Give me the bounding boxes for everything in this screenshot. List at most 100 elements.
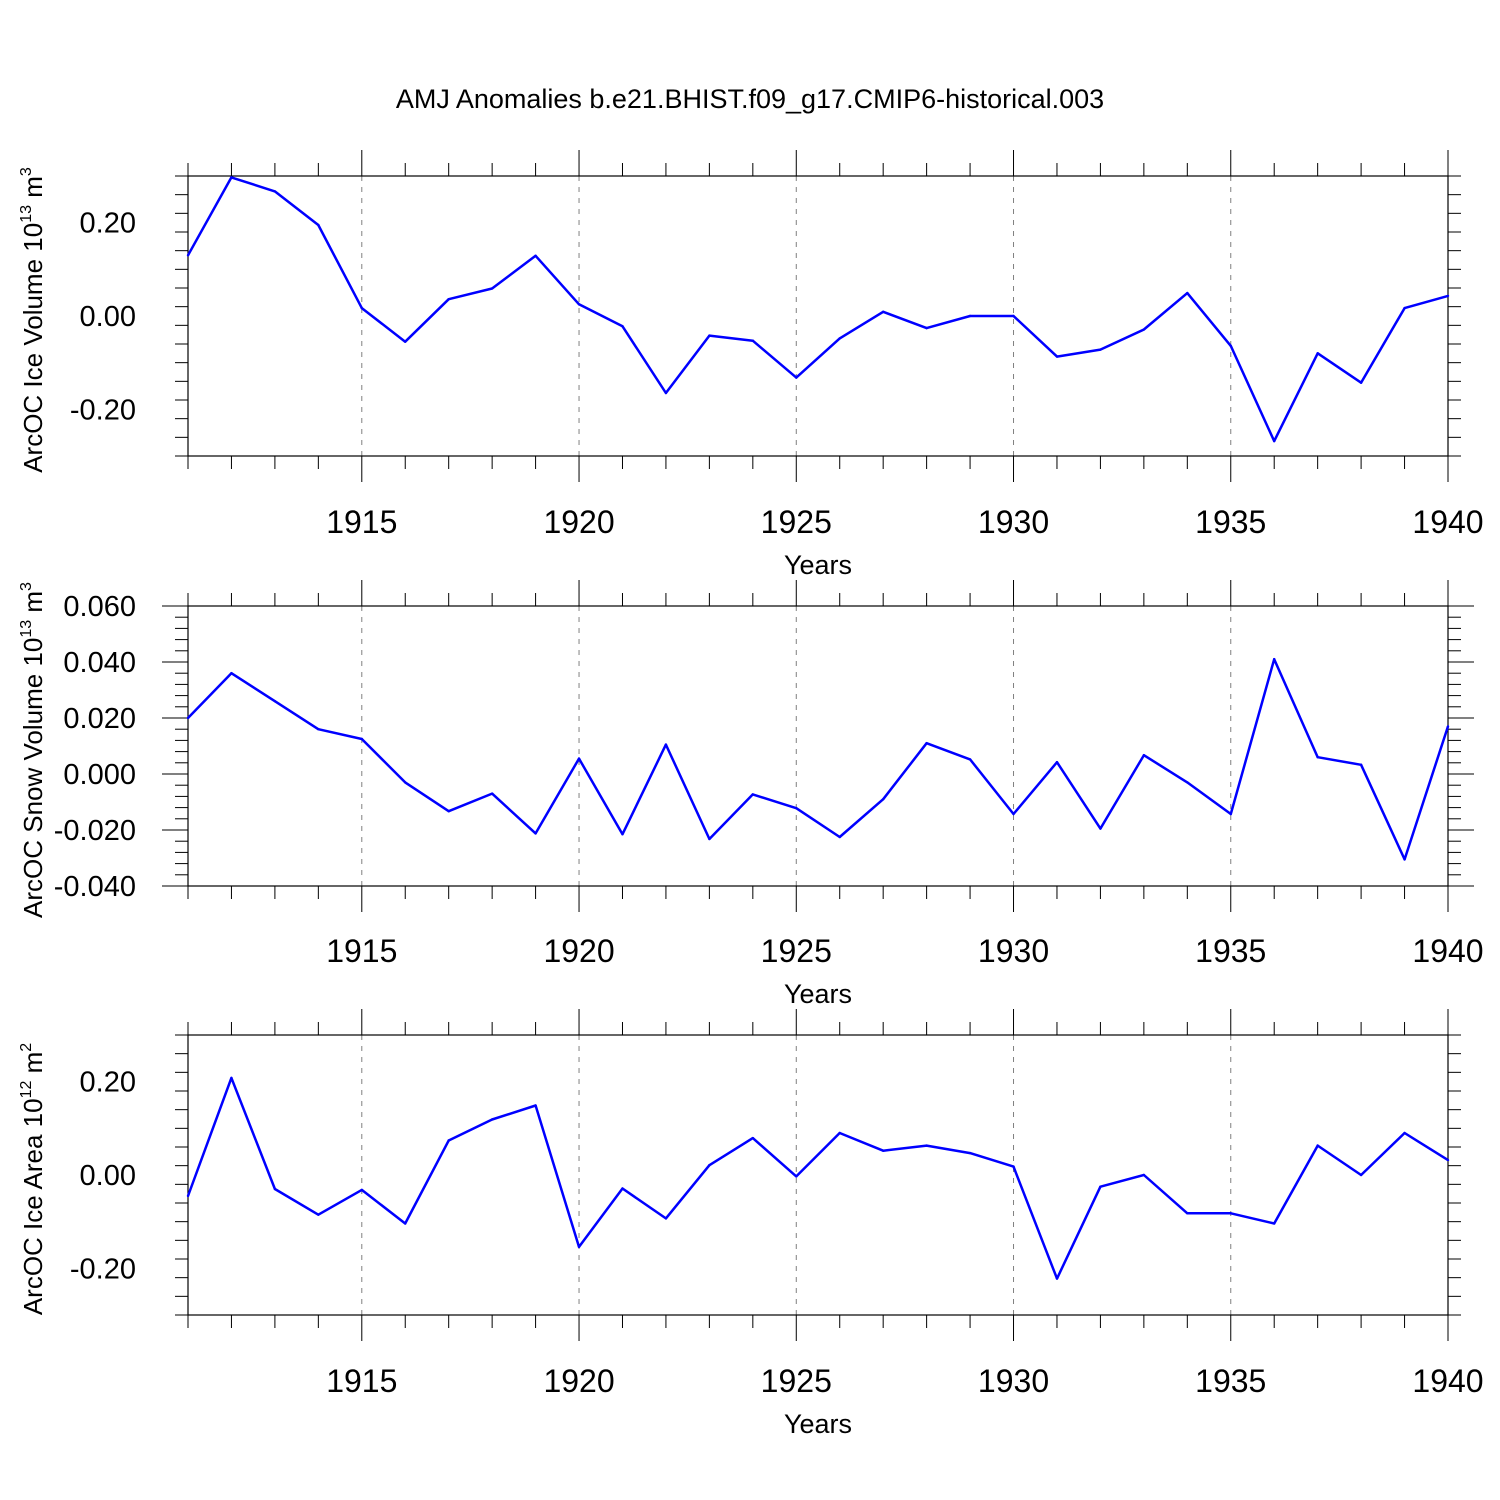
data-point xyxy=(1142,328,1146,331)
data-point xyxy=(577,757,581,760)
data-point xyxy=(708,334,711,337)
data-point xyxy=(664,1217,668,1220)
data-point xyxy=(1012,812,1015,816)
y-axis-label: ArcOC Ice Volume 1013 m3 xyxy=(18,167,48,473)
y-tick-label: -0.040 xyxy=(54,871,136,903)
x-tick-label: 1925 xyxy=(761,504,832,540)
data-point xyxy=(1403,306,1406,310)
x-tick-label: 1935 xyxy=(1195,933,1266,969)
data-point xyxy=(360,737,363,741)
data-point xyxy=(881,310,885,313)
x-tick-label: 1915 xyxy=(326,933,397,969)
x-tick-label: 1915 xyxy=(326,1363,397,1399)
data-point xyxy=(490,287,494,290)
data-point xyxy=(1186,291,1189,295)
y-tick-label: 0.20 xyxy=(80,208,136,240)
data-point xyxy=(751,1136,755,1140)
x-tick-label: 1915 xyxy=(326,504,397,540)
data-point xyxy=(186,1194,190,1198)
y-tick-label: 0.20 xyxy=(80,1067,136,1099)
data-point xyxy=(621,325,624,328)
data-point xyxy=(838,337,841,340)
data-point xyxy=(925,326,928,330)
x-axis-label: Years xyxy=(784,979,852,1009)
x-tick-label: 1930 xyxy=(978,933,1049,969)
y-tick-label: -0.20 xyxy=(70,394,136,426)
y-tick-label: 0.00 xyxy=(80,301,136,333)
data-point xyxy=(1012,1165,1015,1168)
data-point xyxy=(1229,1212,1232,1215)
y-tick-label: 0.020 xyxy=(63,703,136,735)
y-axis-label: ArcOC Ice Area 1012 m2 xyxy=(18,1043,48,1315)
data-point xyxy=(317,1213,320,1216)
data-point xyxy=(1186,1212,1189,1215)
plot-frame xyxy=(187,1034,1449,1316)
x-axis-label: Years xyxy=(784,550,852,580)
data-point xyxy=(795,806,798,810)
data-point xyxy=(1055,761,1059,764)
data-point xyxy=(881,798,885,801)
data-point xyxy=(404,1222,407,1225)
data-point xyxy=(664,743,668,746)
data-point xyxy=(708,1164,711,1167)
x-tick-label: 1925 xyxy=(761,1363,832,1399)
data-point xyxy=(490,792,494,795)
data-point xyxy=(621,833,624,836)
data-point xyxy=(534,254,537,257)
data-point xyxy=(447,810,450,813)
x-tick-label: 1925 xyxy=(761,933,832,969)
y-axis-label: ArcOC Snow Volume 1013 m3 xyxy=(18,582,48,918)
data-point xyxy=(1446,1158,1450,1162)
data-point xyxy=(838,1131,841,1135)
data-point xyxy=(751,793,755,796)
data-point xyxy=(1229,344,1232,348)
data-point xyxy=(1099,348,1102,351)
x-tick-label: 1940 xyxy=(1412,504,1483,540)
data-point xyxy=(577,303,581,306)
data-point xyxy=(230,1076,233,1080)
data-point xyxy=(1446,294,1450,298)
panel-2: -0.040 -0.020 0.000 0.020 0.040 0.060 1915 1920… xyxy=(18,580,1484,1009)
data-point xyxy=(881,1149,885,1152)
data-point xyxy=(708,837,711,841)
data-point xyxy=(621,1187,624,1190)
chart-title: AMJ Anomalies b.e21.BHIST.f09_g17.CMIP6-… xyxy=(395,84,1105,114)
data-point xyxy=(230,672,233,675)
x-tick-label: 1930 xyxy=(978,504,1049,540)
data-point xyxy=(1229,812,1232,816)
data-point xyxy=(1359,763,1363,766)
x-tick-label: 1935 xyxy=(1195,504,1266,540)
data-point xyxy=(1403,858,1406,861)
data-point xyxy=(1099,1185,1102,1188)
data-point xyxy=(838,835,841,839)
data-point xyxy=(186,716,190,720)
data-point xyxy=(1273,658,1276,661)
data-point xyxy=(795,376,798,379)
data-point xyxy=(534,1104,537,1107)
panel-1: -0.20 0.00 0.20 1915 1920 1925 1930 1935 1940 Yea… xyxy=(18,150,1484,580)
series-line xyxy=(186,1076,1449,1280)
data-point xyxy=(968,1151,972,1155)
x-tick-label: 1920 xyxy=(543,933,614,969)
data-point xyxy=(968,314,972,318)
data-point xyxy=(1273,439,1276,443)
data-point xyxy=(1273,1222,1276,1225)
data-point xyxy=(447,298,450,301)
y-tick-label: 0.040 xyxy=(63,647,136,679)
plot-frame xyxy=(187,605,1449,887)
y-tick-label: -0.020 xyxy=(54,815,136,847)
data-point xyxy=(925,742,928,745)
data-point xyxy=(447,1139,450,1142)
x-tick-label: 1920 xyxy=(543,504,614,540)
y-tick-label: 0.00 xyxy=(80,1160,136,1192)
data-point xyxy=(1403,1131,1406,1135)
data-point xyxy=(1359,1173,1363,1177)
series-line xyxy=(186,176,1449,443)
data-point xyxy=(490,1118,494,1121)
data-point xyxy=(1142,754,1146,757)
x-tick-label: 1940 xyxy=(1412,933,1483,969)
x-tick-label: 1940 xyxy=(1412,1363,1483,1399)
data-point xyxy=(534,832,537,835)
data-point xyxy=(1099,827,1102,830)
